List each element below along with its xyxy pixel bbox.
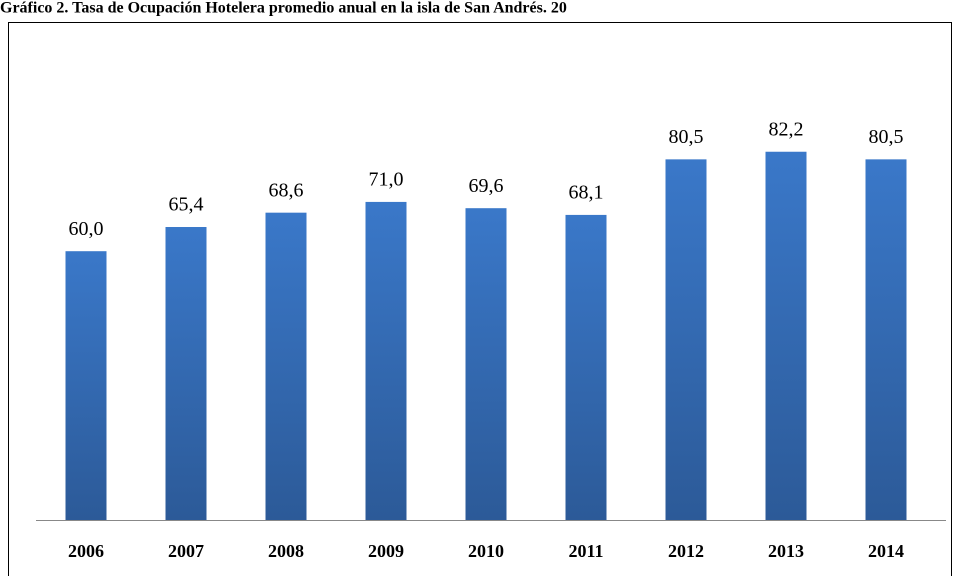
x-tick-label: 2006 [68,541,104,561]
data-label: 71,0 [369,169,404,191]
bar [65,251,107,520]
x-tick-label: 2010 [468,541,504,561]
x-tick-label: 2008 [268,541,304,561]
bar [865,159,907,521]
bar [465,208,507,520]
bar [265,212,307,520]
data-label: 69,6 [469,175,504,197]
x-tick-label: 2009 [368,541,404,561]
chart-border [8,22,952,576]
x-tick-label: 2011 [568,541,603,561]
x-tick-label: 2007 [168,541,204,561]
x-tick-label: 2014 [868,541,904,561]
data-label: 60,0 [69,218,104,240]
data-label: 65,4 [169,194,204,216]
bar [765,151,807,520]
x-tick-label: 2013 [768,541,804,561]
data-label: 80,5 [869,126,904,148]
data-label: 82,2 [769,118,804,140]
bar [165,227,207,520]
data-label: 68,1 [569,182,604,204]
bar [365,201,407,521]
bar [565,214,607,521]
x-tick-label: 2012 [668,541,704,561]
data-label: 68,6 [269,179,304,201]
bar [665,159,707,521]
data-label: 80,5 [669,126,704,148]
chart-title: Gráfico 2. Tasa de Ocupación Hotelera pr… [0,0,567,17]
